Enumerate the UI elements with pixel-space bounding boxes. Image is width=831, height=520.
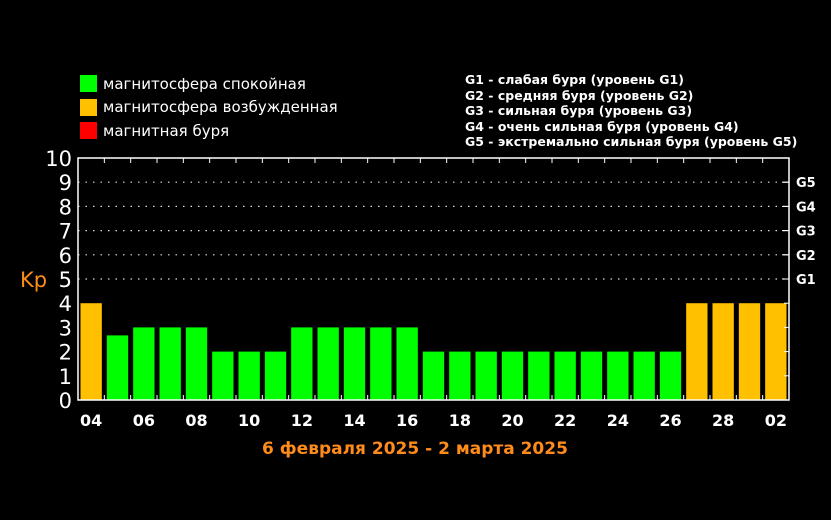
x-tick-label: 24 — [607, 411, 629, 430]
y-tick-label: 8 — [59, 195, 72, 219]
x-tick-label: 18 — [449, 411, 471, 430]
bar-10 — [238, 351, 260, 400]
bar-07 — [159, 327, 181, 400]
bar-11 — [264, 351, 287, 400]
bar-28 — [712, 303, 734, 400]
bar-04 — [80, 303, 102, 400]
x-tick-label: 10 — [238, 411, 260, 430]
g-legend-line: G3 - сильная буря (уровень G3) — [465, 103, 693, 118]
bar-02 — [765, 303, 787, 400]
bar-08 — [185, 327, 208, 400]
legend-swatch — [80, 122, 97, 140]
bar-25 — [633, 351, 655, 400]
y-tick-label: 5 — [59, 268, 72, 292]
storm-level-legend: G1 - слабая буря (уровень G1) G2 - средн… — [465, 72, 797, 150]
bar-09 — [212, 351, 234, 400]
bar-22 — [554, 351, 576, 400]
bar-20 — [501, 351, 524, 400]
y-tick-label: 0 — [59, 389, 72, 413]
x-tick-label: 08 — [185, 411, 207, 430]
legend-label: магнитосфера возбужденная — [103, 98, 338, 117]
bar-12 — [291, 327, 313, 400]
storm-level-label: G3 — [796, 225, 816, 240]
x-tick-label: 04 — [80, 411, 102, 430]
bar-23 — [580, 351, 603, 400]
legend-label: магнитосфера спокойная — [103, 74, 306, 93]
chart-title: 6 февраля 2025 - 2 марта 2025 — [262, 439, 568, 459]
x-tick-label: 06 — [133, 411, 155, 430]
y-tick-label: 6 — [59, 244, 72, 268]
legend-swatch — [80, 98, 97, 116]
y-tick-label: 4 — [59, 292, 72, 316]
bar-06 — [133, 327, 155, 400]
x-tick-label: 26 — [659, 411, 681, 430]
legend-label: магнитная буря — [103, 121, 230, 140]
storm-level-label: G5 — [796, 176, 816, 191]
legend-swatch — [80, 75, 97, 93]
x-tick-label: 12 — [291, 411, 313, 430]
storm-level-label: G2 — [796, 249, 816, 264]
x-tick-label: 22 — [554, 411, 576, 430]
x-tick-label: 28 — [712, 411, 734, 430]
g-legend-line: G2 - средняя буря (уровень G2) — [465, 87, 694, 103]
bar-01 — [738, 303, 761, 400]
x-tick-label: 14 — [343, 411, 365, 430]
storm-level-label: G1 — [796, 273, 816, 288]
bar-27 — [686, 303, 708, 400]
bar-16 — [396, 327, 418, 400]
bar-26 — [659, 351, 682, 400]
x-tick-label: 02 — [765, 411, 787, 430]
y-axis-label: Kp — [20, 268, 47, 292]
legend-item-quiet: магнитосфера спокойная — [80, 72, 338, 96]
bar-05 — [106, 335, 129, 400]
bar-14 — [343, 327, 366, 400]
y-tick-label: 10 — [45, 147, 72, 171]
bar-13 — [317, 327, 339, 400]
legend: магнитосфера спокойная магнитосфера возб… — [80, 72, 338, 143]
bar-19 — [475, 351, 497, 400]
g-legend-line: G4 - очень сильная буря (уровень G4) — [465, 118, 739, 134]
y-tick-label: 2 — [59, 341, 72, 365]
bar-24 — [607, 351, 629, 400]
x-tick-label: 16 — [396, 411, 418, 430]
g-legend-line: G5 - экстремально сильная буря (уровень … — [465, 134, 798, 149]
bar-17 — [422, 351, 445, 400]
storm-level-label: G4 — [796, 200, 816, 215]
legend-item-active: магнитосфера возбужденная — [80, 96, 338, 120]
bar-15 — [370, 327, 392, 400]
bar-18 — [449, 351, 471, 400]
y-tick-label: 7 — [59, 220, 72, 244]
y-tick-label: 3 — [59, 316, 72, 340]
y-tick-label: 9 — [59, 171, 72, 195]
x-tick-label: 20 — [501, 411, 523, 430]
g-legend-line: G1 - слабая буря (уровень G1) — [465, 72, 684, 87]
bar-21 — [528, 351, 550, 400]
y-tick-label: 1 — [59, 365, 72, 389]
legend-item-storm: магнитная буря — [80, 119, 338, 143]
